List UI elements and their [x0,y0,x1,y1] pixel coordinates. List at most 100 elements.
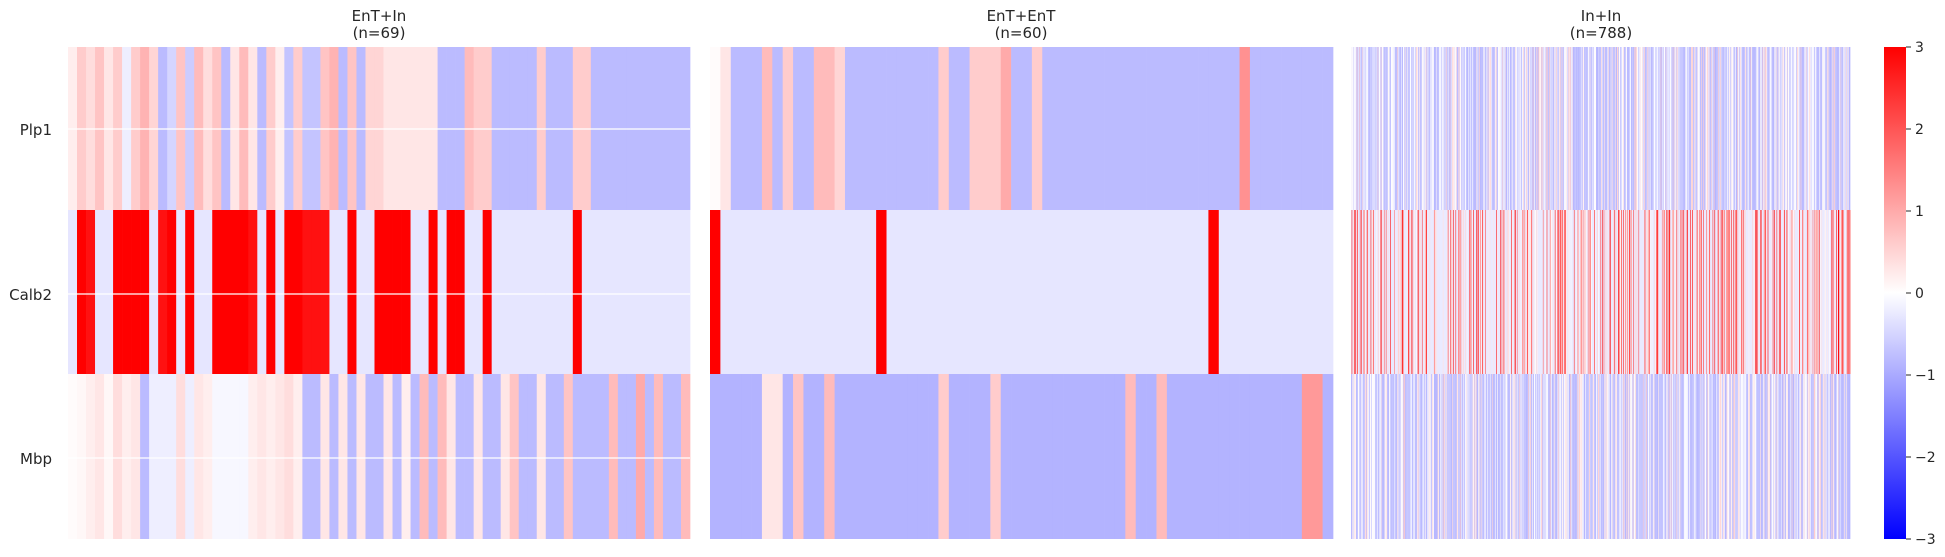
heatmap-cell [1477,47,1478,210]
heatmap-cell [1704,210,1706,374]
heatmap-cell [194,374,204,539]
heatmap-cell [1459,47,1461,210]
heatmap-cell [1732,374,1734,539]
heatmap-cell [1530,374,1532,539]
heatmap-cell [1401,210,1403,374]
heatmap-cell [1603,210,1605,374]
heatmap-cell [1373,47,1375,210]
heatmap-cell [1322,210,1334,374]
heatmap-cell [1603,47,1605,210]
heatmap-cell [1417,210,1419,374]
heatmap-cell [1432,47,1434,210]
heatmap-cell [1744,47,1746,210]
heatmap-cell [1480,47,1482,210]
heatmap-cell [1373,47,1375,210]
heatmap-cell [1787,47,1789,210]
heatmap-cell [1658,374,1660,539]
heatmap-cell [1740,47,1742,210]
heatmap-cell [1208,210,1220,374]
heatmap-cell [1719,210,1721,374]
heatmap-cell [1497,47,1499,210]
heatmap-cell [1807,47,1809,210]
heatmap-cell [1555,47,1557,210]
heatmap-cell [1510,210,1512,374]
heatmap-cell [1671,374,1673,539]
heatmap-cell [1712,47,1714,210]
heatmap-cell [1839,374,1841,539]
heatmap-cell [1570,374,1572,539]
heatmap-cell [1527,210,1529,374]
heatmap-cell [1741,210,1743,374]
heatmap-cell [1404,47,1406,210]
heatmap-cell [1419,47,1421,210]
heatmap-cell [1673,210,1675,374]
heatmap-cell [1510,47,1512,210]
heatmap-cell [1610,47,1611,210]
heatmap-cell [1820,374,1822,539]
heatmap-cell [1658,210,1660,374]
heatmap-cell [979,47,991,210]
heatmap-cell [1574,374,1576,539]
heatmap-cell [1734,47,1736,210]
heatmap-cell [1356,374,1358,539]
heatmap-cell [77,210,87,374]
heatmap-cell [1836,374,1838,539]
heatmap-cell [1834,210,1836,374]
heatmap-cell [1492,374,1494,539]
heatmap-cell [1549,374,1551,539]
heatmap-cell [1553,210,1555,374]
heatmap-cell [1658,374,1660,539]
heatmap-cell [1832,210,1834,374]
heatmap-cell [1458,210,1460,374]
heatmap-cell [1671,210,1673,374]
heatmap-cell [1553,210,1554,374]
heatmap-cell [1619,47,1621,210]
heatmap-cell [1843,210,1845,374]
heatmap-cell [1249,47,1261,210]
heatmap-cell [1647,210,1649,374]
heatmap-cell [1639,47,1641,210]
heatmap-cell [1591,374,1592,539]
heatmap-cell [1584,210,1586,374]
heatmap-cell [1396,374,1398,539]
heatmap-cell [1840,47,1842,210]
heatmap-cell [122,374,132,539]
heatmap-cell [1581,210,1583,374]
heatmap-cell [1670,47,1672,210]
heatmap-cell [1524,374,1526,539]
heatmap-cell [1644,374,1646,539]
heatmap-cell [1534,374,1535,539]
heatmap-cell [1249,374,1261,539]
heatmap-cell [68,374,78,539]
heatmap-cell [1833,210,1835,374]
heatmap-cell [1464,47,1466,210]
heatmap-cell [1042,374,1053,539]
heatmap-cell [1573,47,1575,210]
heatmap-cell [1418,210,1420,374]
heatmap-cell [1384,47,1386,210]
heatmap-cell [1521,210,1523,374]
heatmap-cell [1775,374,1777,539]
heatmap-cell [1776,47,1778,210]
heatmap-cell [1819,374,1821,539]
heatmap-cell [1641,47,1643,210]
heatmap-cell [1580,374,1582,539]
heatmap-cell [1826,210,1828,374]
heatmap-cell [1695,374,1697,539]
heatmap-cell [1418,374,1420,539]
heatmap-cell [1631,47,1633,210]
heatmap-cell [782,374,794,539]
heatmap-cell [1365,210,1367,374]
heatmap-cell [1703,47,1705,210]
heatmap-cell [1587,47,1589,210]
heatmap-cell [329,210,339,374]
heatmap-cell [1845,47,1847,210]
heatmap-cell [1422,210,1424,374]
heatmap-cell [1803,210,1805,374]
heatmap-cell [1560,374,1562,539]
heatmap-cell [1701,47,1703,210]
heatmap-cell [1549,210,1551,374]
heatmap-cell [1837,374,1839,539]
heatmap-cell [1656,210,1658,374]
heatmap-cell [1042,47,1053,210]
